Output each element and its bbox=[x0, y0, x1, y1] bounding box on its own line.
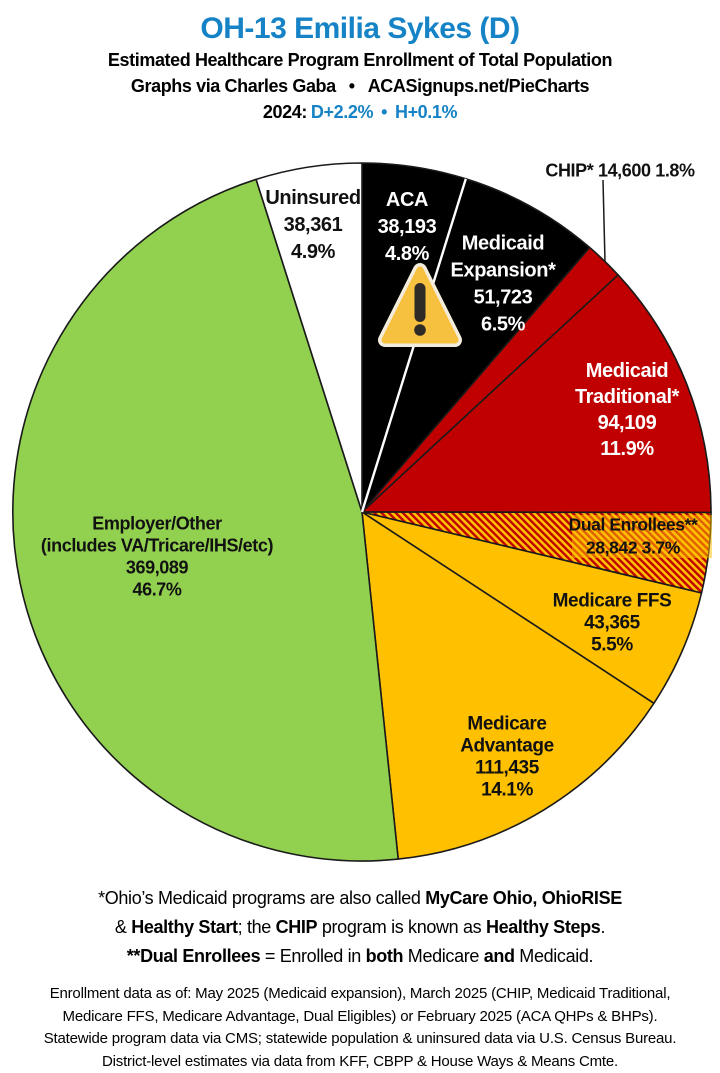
footnote-line-2: & Healthy Start; the CHIP program is kno… bbox=[0, 913, 720, 942]
pie-label-aca: ACA bbox=[386, 189, 428, 211]
pie-label-medicaid-traditional: 11.9% bbox=[600, 438, 654, 460]
footnote-segment: Medicare bbox=[403, 946, 484, 966]
pie-label-medicaid-traditional: 94,109 bbox=[598, 412, 657, 434]
pie-label-employer-other: 46.7% bbox=[132, 579, 181, 599]
page-title: OH-13 Emilia Sykes (D) bbox=[0, 12, 720, 46]
pie-label-medicare-ffs: Medicare FFS bbox=[553, 591, 672, 612]
footnote-segment: Healthy Steps bbox=[486, 917, 601, 937]
footnote-segment: both bbox=[366, 946, 404, 966]
pie-label-medicare-advantage: Advantage bbox=[460, 736, 554, 757]
pie-label-medicaid-expansion: 51,723 bbox=[474, 287, 533, 309]
pie-label-uninsured: 38,361 bbox=[284, 214, 343, 236]
pie-label-medicare-ffs: 43,365 bbox=[584, 613, 641, 634]
source-line-1: Enrollment data as of: May 2025 (Medicai… bbox=[0, 983, 720, 1006]
pie-label-chip: CHIP* 14,600 1.8% bbox=[545, 160, 695, 180]
footnote-segment: . bbox=[600, 917, 605, 937]
footnote-segment: & bbox=[115, 917, 131, 937]
partisan-lean-line: 2024:D+2.2% • H+0.1% bbox=[0, 101, 720, 124]
leader-line-chip bbox=[603, 180, 605, 262]
source-note: Enrollment data as of: May 2025 (Medicai… bbox=[0, 983, 720, 1073]
pie-label-employer-other: (includes VA/Tricare/IHS/etc) bbox=[41, 535, 274, 555]
enrollment-pie-chart: ACA 38,193 4.8% Medicaid Expansion* 51,723 6.5… bbox=[0, 140, 720, 885]
source-line-2: Medicare FFS, Medicare Advantage, Dual E… bbox=[0, 1006, 720, 1029]
dem-lean-value: D+2.2% bbox=[311, 102, 373, 122]
credit-site: ACASignups.net/PieCharts bbox=[368, 76, 589, 96]
footnote-line-3: **Dual Enrollees = Enrolled in both Medi… bbox=[0, 942, 720, 971]
header: OH-13 Emilia Sykes (D) Estimated Healthc… bbox=[0, 0, 720, 124]
pie-label-medicaid-traditional: Medicaid bbox=[586, 360, 668, 382]
footnote-segment: MyCare Ohio, OhioRISE bbox=[425, 888, 622, 908]
footnote-segment: CHIP bbox=[276, 917, 318, 937]
year-label: 2024: bbox=[263, 102, 307, 122]
pie-label-employer-other: 369,089 bbox=[126, 557, 189, 577]
footnote-segment: Medicaid. bbox=[515, 946, 594, 966]
pie-label-medicaid-expansion: Medicaid bbox=[462, 233, 544, 255]
pie-label-medicare-advantage: Medicare bbox=[467, 714, 546, 735]
source-line-3: Statewide program data via CMS; statewid… bbox=[0, 1028, 720, 1051]
pie-label-dual-enrollees: 28,842 3.7% bbox=[586, 538, 681, 558]
footnote-segment: *Ohio’s Medicaid programs are also calle… bbox=[98, 888, 425, 908]
footnote-segment: and bbox=[484, 946, 515, 966]
pie-label-medicaid-expansion: Expansion* bbox=[451, 260, 557, 282]
pie-label-medicaid-expansion: 6.5% bbox=[481, 314, 526, 336]
credit-author: Graphs via Charles Gaba bbox=[131, 76, 336, 96]
footnote: *Ohio’s Medicaid programs are also calle… bbox=[0, 884, 720, 971]
pie-label-medicare-advantage: 111,435 bbox=[475, 758, 540, 779]
credit-line: Graphs via Charles Gaba • ACASignups.net/P… bbox=[0, 75, 720, 98]
pie-label-employer-other: Employer/Other bbox=[92, 513, 222, 533]
footnote-segment: ; the bbox=[238, 917, 276, 937]
pie-label-uninsured: 4.9% bbox=[291, 241, 336, 263]
pie-label-aca: 4.8% bbox=[385, 243, 430, 265]
pie-label-dual-enrollees: Dual Enrollees** bbox=[569, 515, 698, 535]
subtitle: Estimated Healthcare Program Enrollment … bbox=[0, 49, 720, 72]
pie-label-uninsured: Uninsured bbox=[265, 187, 360, 209]
pie-slices bbox=[13, 163, 711, 861]
separator-dot: • bbox=[349, 75, 355, 98]
house-lean-value: H+0.1% bbox=[395, 102, 457, 122]
footnote-line-1: *Ohio’s Medicaid programs are also calle… bbox=[0, 884, 720, 913]
separator-dot-2: • bbox=[381, 101, 387, 124]
pie-label-medicaid-traditional: Traditional* bbox=[575, 386, 680, 408]
footnote-segment: **Dual Enrollees bbox=[127, 946, 260, 966]
footnote-segment: = Enrolled in bbox=[260, 946, 365, 966]
footnote-segment: Healthy Start bbox=[131, 917, 237, 937]
pie-label-medicare-ffs: 5.5% bbox=[591, 635, 633, 656]
pie-label-aca: 38,193 bbox=[378, 216, 437, 238]
footnote-segment: program is known as bbox=[317, 917, 486, 937]
pie-label-medicare-advantage: 14.1% bbox=[481, 780, 533, 801]
